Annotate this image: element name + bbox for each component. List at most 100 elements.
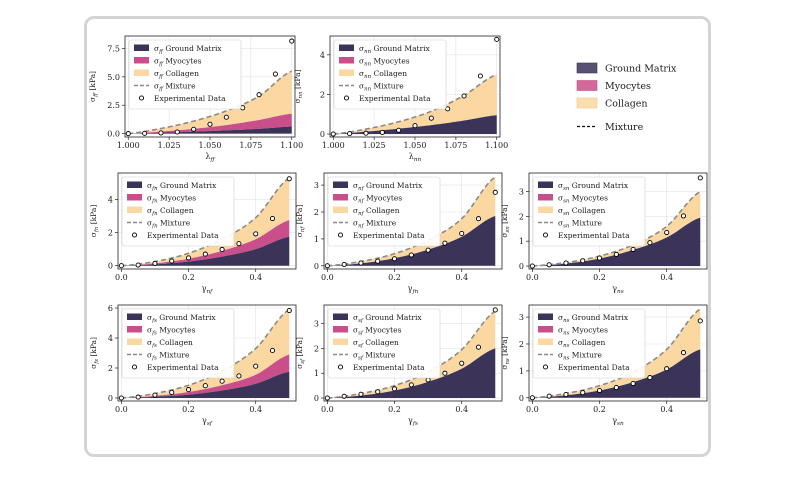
legend-label: σfn​ Ground Matrix bbox=[147, 181, 217, 192]
experimental-point bbox=[324, 395, 330, 401]
y-tick-label: 0 bbox=[108, 262, 113, 271]
legend-swatch bbox=[127, 338, 142, 345]
mixture-line bbox=[121, 177, 290, 267]
experimental-point bbox=[358, 260, 364, 266]
legend-swatch bbox=[538, 326, 553, 333]
y-tick-label: 4 bbox=[108, 334, 113, 343]
experimental-point bbox=[202, 383, 208, 389]
experimental-point bbox=[379, 129, 385, 135]
experimental-point bbox=[236, 373, 242, 379]
legend-label: σfs​ Collagen bbox=[147, 338, 193, 349]
plot-area bbox=[128, 70, 293, 135]
x-axis-label: γnf​ bbox=[202, 284, 214, 295]
y-tick-label: 4 bbox=[108, 195, 113, 204]
x-tick-label: 0.4 bbox=[660, 405, 673, 414]
experimental-point bbox=[219, 246, 225, 253]
legend-swatch bbox=[333, 194, 348, 201]
x-tick-label: 0.2 bbox=[593, 405, 606, 414]
plot-area bbox=[532, 190, 701, 267]
plot-area bbox=[327, 176, 496, 267]
x-tick-label: 0.4 bbox=[249, 273, 262, 282]
y-tick-label: 2.5 bbox=[107, 101, 120, 110]
x-axis-label: λff​ bbox=[205, 152, 215, 163]
x-tick-label: 0.2 bbox=[388, 273, 401, 282]
y-axis-label: σnf​ [kPa] bbox=[295, 205, 306, 238]
collagen-area bbox=[121, 309, 290, 398]
y-axis-label: σfn​ [kPa] bbox=[89, 205, 100, 238]
experimental-point bbox=[391, 256, 398, 262]
myocytes-area bbox=[121, 354, 290, 398]
experimental-point bbox=[475, 216, 482, 222]
x-tick-label: 0.0 bbox=[526, 273, 539, 282]
x-tick-label: 0.0 bbox=[321, 405, 334, 414]
experimental-point bbox=[546, 393, 552, 399]
experimental-point bbox=[445, 106, 451, 112]
y-tick-label: 5.0 bbox=[107, 73, 120, 82]
legend-swatch bbox=[134, 57, 149, 64]
experimental-point bbox=[269, 215, 276, 222]
legend-box bbox=[128, 39, 242, 110]
experimental-point bbox=[375, 258, 381, 264]
x-axis-label: γfn​ bbox=[408, 284, 419, 295]
y-axis-label: σff​ [kPa] bbox=[88, 71, 99, 102]
experimental-point bbox=[459, 360, 465, 366]
figure-legend-label: Ground Matrix bbox=[605, 64, 677, 75]
y-tick-label: 3 bbox=[519, 188, 524, 197]
experimental-point bbox=[546, 262, 552, 268]
experimental-point bbox=[169, 389, 175, 396]
experimental-point bbox=[630, 380, 636, 387]
chart-ff: 1.000 1.025 1.050 1.075 1.100 0.0 2.5 5.0 7.5 λff… bbox=[88, 35, 303, 163]
experimental-point bbox=[494, 36, 500, 42]
y-tick-label: 4 bbox=[320, 51, 325, 60]
legend-box bbox=[327, 308, 441, 379]
experimental-point bbox=[142, 130, 148, 136]
plot-area bbox=[333, 73, 498, 135]
chart-ns: 0.0 0.2 0.4 0 1 2 3 γsn​ σns​ [kPa] σns​ Ground M… bbox=[500, 304, 708, 427]
y-axis-label: σsf​ [kPa] bbox=[295, 337, 306, 369]
y-tick-label: 0 bbox=[314, 262, 319, 271]
experimental-point bbox=[219, 378, 225, 384]
x-tick-label: 0.0 bbox=[526, 405, 539, 414]
legend-label: σsn​ Myocytes bbox=[558, 193, 608, 204]
figure-legend-label: Collagen bbox=[605, 99, 648, 110]
ground-matrix-area bbox=[327, 348, 496, 399]
ground-matrix-area bbox=[121, 236, 290, 266]
legend-label: σfs​ Ground Matrix bbox=[147, 313, 216, 324]
y-axis-label: σnn​ [kPa] bbox=[293, 69, 304, 103]
experimental-point bbox=[391, 386, 398, 392]
x-tick-label: 1.100 bbox=[280, 141, 303, 150]
y-tick-label: 2 bbox=[320, 90, 325, 99]
legend-swatch bbox=[538, 338, 553, 345]
experimental-point bbox=[253, 363, 259, 369]
collagen-area bbox=[532, 309, 701, 398]
experimental-point bbox=[697, 175, 703, 181]
experimental-point bbox=[647, 240, 653, 246]
axes-frame bbox=[117, 172, 297, 270]
experimental-point bbox=[425, 247, 431, 253]
chart-nf: 0.0 0.2 0.4 0 1 2 3 γfn​ σnf​ [kPa] σnf​ Ground M… bbox=[295, 172, 503, 295]
legend-marker bbox=[131, 232, 138, 238]
x-tick-label: 0.0 bbox=[321, 273, 334, 282]
experimental-point bbox=[647, 375, 653, 381]
legend-box bbox=[532, 308, 646, 379]
ground-matrix-area bbox=[532, 349, 701, 398]
axes-frame bbox=[117, 304, 297, 402]
experimental-point bbox=[529, 395, 535, 401]
experimental-point bbox=[459, 230, 465, 237]
experimental-point bbox=[185, 255, 192, 261]
collagen-area bbox=[121, 177, 290, 266]
legend-swatch bbox=[127, 206, 142, 213]
myocytes-area bbox=[128, 113, 292, 134]
legend-label: σfs​ Mixture bbox=[147, 350, 190, 361]
plot-area bbox=[532, 308, 701, 399]
x-tick-label: 1.050 bbox=[404, 141, 427, 150]
experimental-point bbox=[492, 189, 498, 195]
experimental-point bbox=[580, 258, 586, 264]
y-axis-label-group: σnf​ [kPa] bbox=[295, 205, 306, 238]
axes-frame bbox=[323, 304, 503, 402]
y-tick-label: 6 bbox=[108, 304, 113, 313]
legend-swatch bbox=[127, 194, 142, 201]
figure-legend-swatch bbox=[576, 97, 598, 109]
